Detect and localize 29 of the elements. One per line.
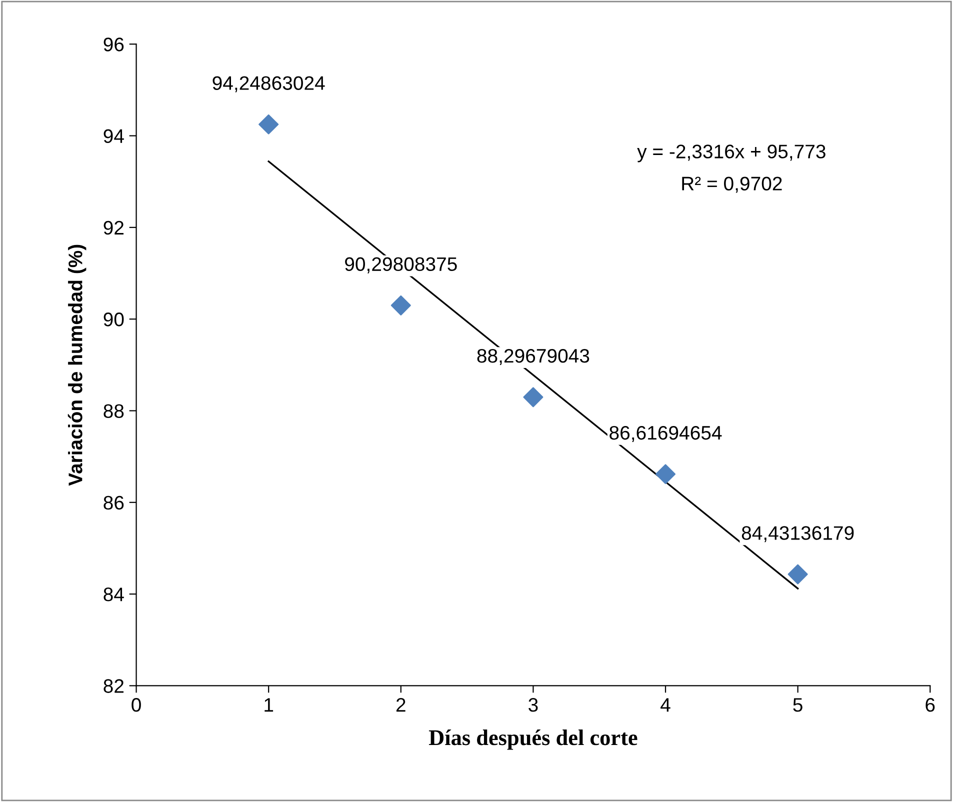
data-label: 86,61694654 [610,426,722,442]
point [258,114,279,134]
point [656,464,676,484]
y-tick-label: 84 [104,588,124,602]
data-label: 94,24863024 [212,76,325,92]
data-label: 88,29679043 [477,348,590,366]
x-tick-label: 2 [396,698,406,712]
y-tick-label: 88 [104,404,124,418]
x-tick-label: 4 [660,698,670,712]
y-tick-label: 82 [104,679,124,693]
x-tick-label: 1 [264,698,274,712]
point [523,387,544,408]
x-tick-label: 5 [793,698,802,712]
point [788,564,808,584]
annotation: y = -2,3316x + 95,773 [637,144,826,162]
x-tick-label: 0 [132,698,141,712]
y-tick-label: 86 [104,496,124,510]
point [390,295,411,316]
annotation: R² = 0,9702 [682,176,782,193]
x-axis-title: Días después del corte [428,730,638,750]
y-tick-label: 96 [104,38,124,52]
data-label: 84,43136179 [742,526,854,542]
y-axis-title: Variación de humedad (%) [68,244,86,486]
x-tick-label: 6 [926,698,935,712]
y-tick-label: 90 [104,312,124,326]
y-tick-label: 94 [104,129,124,144]
y-tick-label: 92 [104,220,124,235]
x-tick-label: 3 [528,698,538,712]
data-label: 90,29808375 [345,257,457,274]
